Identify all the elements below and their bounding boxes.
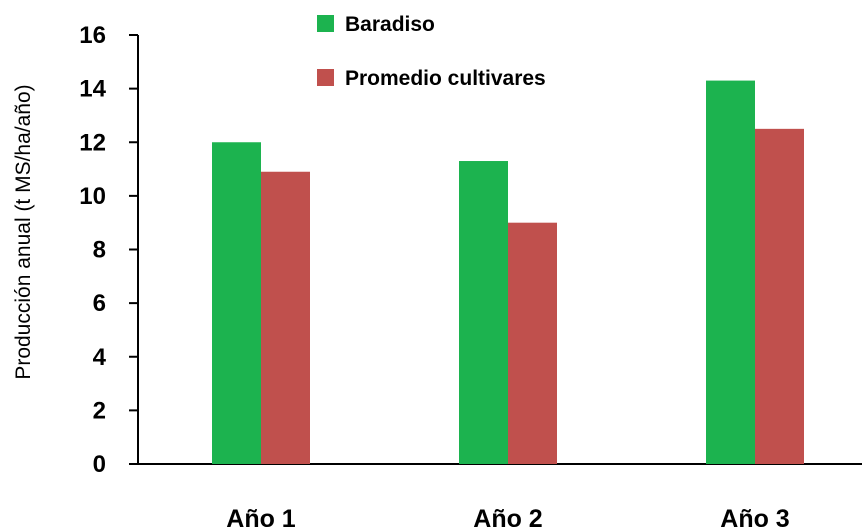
y-tick-label: 12 [79, 129, 106, 156]
legend-swatch [317, 15, 334, 32]
legend-swatch [317, 69, 334, 86]
x-tick-label: Año 1 [226, 505, 296, 531]
bar-baradiso-1 [212, 142, 261, 464]
y-tick-label: 14 [79, 76, 106, 103]
bar-promedio-1 [261, 171, 310, 464]
y-tick-label: 8 [93, 237, 106, 264]
y-tick-label: 10 [79, 183, 106, 210]
x-tick-label: Año 3 [720, 505, 789, 531]
y-axis-label: Producción anual (t MS/ha/año) [12, 84, 35, 379]
y-tick-label: 0 [93, 451, 106, 478]
x-tick-label: Año 2 [473, 505, 542, 531]
bar-promedio-3 [755, 128, 804, 464]
bar-baradiso-2 [459, 161, 508, 465]
axes: 0 2 4 6 8 10 12 14 16 Año 1 Año 2 Año 3 [79, 22, 862, 531]
bar-baradiso-3 [706, 80, 755, 465]
y-tick-label: 16 [79, 22, 106, 49]
y-tick-label: 4 [93, 344, 107, 371]
legend-label: Promedio cultivares [345, 67, 546, 90]
y-tick-label: 2 [93, 397, 106, 424]
legend: Baradiso Promedio cultivares [317, 13, 546, 90]
bars [212, 80, 804, 465]
y-tick-label: 6 [93, 290, 106, 317]
bar-promedio-2 [508, 222, 557, 464]
legend-label: Baradiso [345, 13, 435, 36]
